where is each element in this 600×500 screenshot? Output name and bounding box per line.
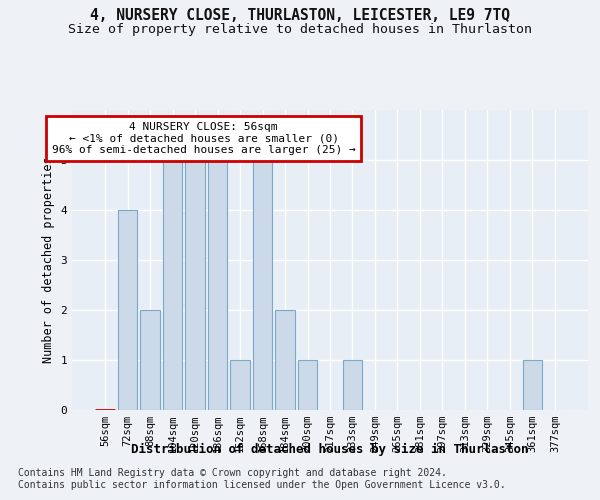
Bar bbox=[343, 360, 362, 410]
Text: Contains HM Land Registry data © Crown copyright and database right 2024.: Contains HM Land Registry data © Crown c… bbox=[18, 468, 447, 477]
Bar bbox=[185, 160, 205, 410]
Bar bbox=[118, 210, 137, 410]
Bar bbox=[163, 160, 182, 410]
Text: Contains public sector information licensed under the Open Government Licence v3: Contains public sector information licen… bbox=[18, 480, 506, 490]
Bar bbox=[230, 360, 250, 410]
Bar bbox=[523, 360, 542, 410]
Text: 4, NURSERY CLOSE, THURLASTON, LEICESTER, LE9 7TQ: 4, NURSERY CLOSE, THURLASTON, LEICESTER,… bbox=[90, 8, 510, 22]
Text: Distribution of detached houses by size in Thurlaston: Distribution of detached houses by size … bbox=[131, 442, 529, 456]
Bar bbox=[298, 360, 317, 410]
Text: 4 NURSERY CLOSE: 56sqm
← <1% of detached houses are smaller (0)
96% of semi-deta: 4 NURSERY CLOSE: 56sqm ← <1% of detached… bbox=[52, 122, 355, 155]
Bar bbox=[253, 160, 272, 410]
Text: Size of property relative to detached houses in Thurlaston: Size of property relative to detached ho… bbox=[68, 22, 532, 36]
Bar bbox=[208, 160, 227, 410]
Y-axis label: Number of detached properties: Number of detached properties bbox=[42, 156, 55, 364]
Bar bbox=[140, 310, 160, 410]
Bar bbox=[275, 310, 295, 410]
